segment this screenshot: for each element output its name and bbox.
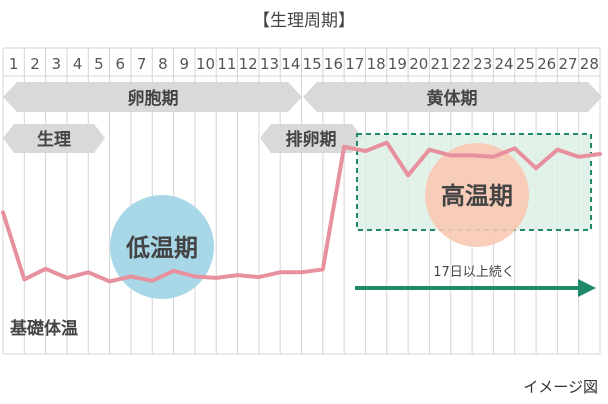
ovulation-label: 排卵期 xyxy=(286,129,337,150)
day-label: 22 xyxy=(452,55,471,73)
day-label: 15 xyxy=(303,55,322,73)
day-label: 10 xyxy=(196,55,215,73)
low-temp-label: 低温期 xyxy=(125,234,198,262)
image-caption: イメージ図 xyxy=(523,378,598,396)
day-label: 16 xyxy=(324,55,343,73)
luteal-phase-label: 黄体期 xyxy=(427,88,478,109)
day-label: 7 xyxy=(137,55,147,73)
menstruation-label: 生理 xyxy=(37,129,71,150)
luteal-phase-arrow xyxy=(303,82,602,112)
ovulation-arrow xyxy=(260,124,363,153)
follicular-phase-label: 卵胞期 xyxy=(128,88,179,109)
duration-arrow-head xyxy=(578,279,596,297)
day-label: 3 xyxy=(52,55,62,73)
day-label: 8 xyxy=(158,55,168,73)
follicular-phase-arrow xyxy=(3,82,302,112)
day-label: 12 xyxy=(239,55,258,73)
day-label: 13 xyxy=(260,55,279,73)
basal-temp-label: 基礎体温 xyxy=(9,318,78,339)
day-label: 19 xyxy=(388,55,407,73)
high-temp-circle xyxy=(425,143,529,247)
day-label: 23 xyxy=(473,55,492,73)
duration-note: 17日以上続く xyxy=(433,265,515,280)
day-label: 14 xyxy=(281,55,300,73)
menstruation-arrow xyxy=(3,124,105,153)
page-title: 【生理周期】 xyxy=(253,11,355,31)
day-label: 24 xyxy=(495,55,514,73)
day-label: 28 xyxy=(580,55,599,73)
day-label: 20 xyxy=(409,55,428,73)
day-label: 2 xyxy=(30,55,40,73)
temperature-line xyxy=(1,140,602,284)
day-label: 1 xyxy=(9,55,19,73)
day-label: 5 xyxy=(94,55,104,73)
day-label: 26 xyxy=(537,55,556,73)
day-label: 21 xyxy=(431,55,450,73)
day-label: 25 xyxy=(516,55,535,73)
day-label: 17 xyxy=(345,55,364,73)
day-label: 9 xyxy=(179,55,189,73)
day-label: 27 xyxy=(558,55,577,73)
high-temp-label: 高温期 xyxy=(441,182,513,210)
day-label: 4 xyxy=(73,55,83,73)
day-label: 11 xyxy=(217,55,236,73)
day-label: 18 xyxy=(367,55,386,73)
day-label: 6 xyxy=(115,55,125,73)
day-labels: 1 2 3 4 5 6 7 8 9 10 11 12 13 14 15 16 17 18 19 20 21 22 23 24 2… xyxy=(9,55,599,73)
